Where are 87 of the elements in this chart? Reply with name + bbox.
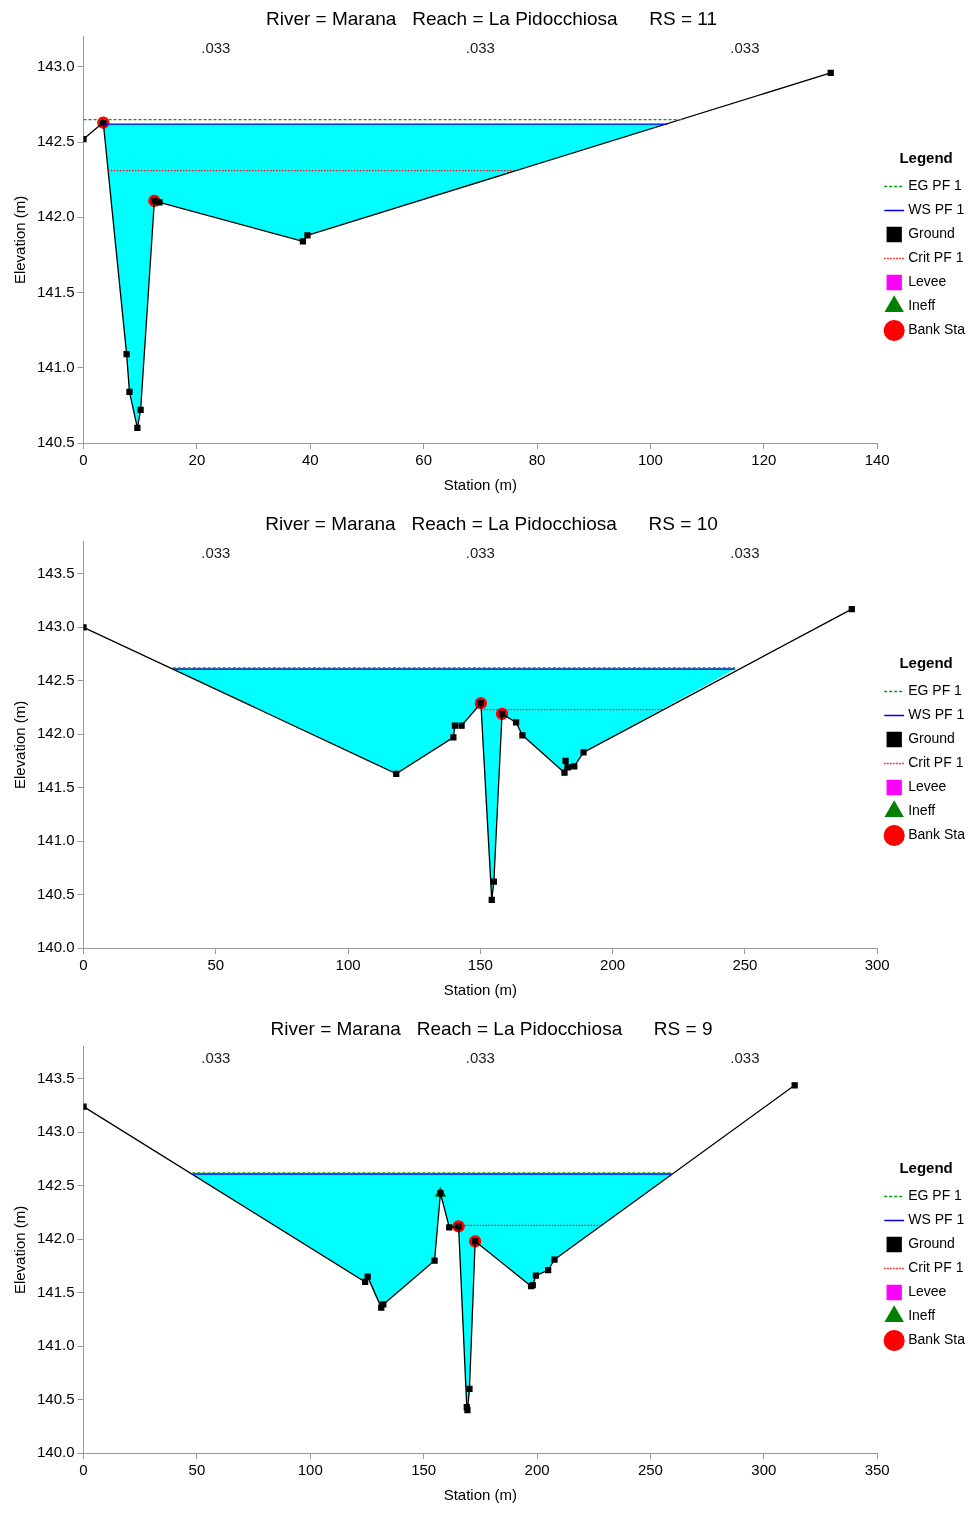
annotation: .033: [730, 543, 760, 561]
annotation: .033: [201, 1048, 231, 1066]
legend-label: Ground: [908, 225, 955, 242]
y-tick-label: 142.5: [36, 132, 75, 150]
x-tick-label: 250: [637, 1461, 663, 1479]
annotation: .033: [730, 38, 760, 56]
y-tick-label: 141.0: [36, 357, 75, 375]
legend-label: WS PF 1: [908, 201, 965, 218]
legend-label: Crit PF 1: [908, 754, 964, 771]
legend-label: Ground: [908, 1235, 955, 1252]
y-tick-label: 143.5: [36, 1069, 75, 1087]
y-tick-label: 143.0: [36, 57, 75, 75]
legend-label: EG PF 1: [908, 682, 963, 699]
y-tick-label: 140.5: [36, 433, 75, 451]
legend-label: Levee: [908, 273, 947, 290]
legend-title: Legend: [899, 149, 953, 167]
x-tick-label: 20: [188, 451, 206, 469]
legend-label: WS PF 1: [908, 1211, 965, 1228]
legend-label: Bank Sta: [908, 826, 966, 843]
x-tick-label: 150: [411, 1461, 437, 1479]
y-tick-label: 140.5: [36, 884, 75, 902]
x-tick-label: 40: [301, 451, 319, 469]
chart-title: River = Marana Reach = La Pidocchiosa RS = 11: [265, 7, 718, 29]
legend-label: WS PF 1: [908, 706, 965, 723]
y-axis-title: Elevation (m): [11, 700, 29, 790]
x-tick-label: 50: [188, 1461, 206, 1479]
x-tick-label: 100: [335, 956, 361, 974]
legend-label: Ineff: [908, 297, 936, 314]
legend-label: EG PF 1: [908, 1187, 963, 1204]
y-tick-label: 142.0: [36, 724, 75, 742]
chart-title: River = Marana Reach = La Pidocchiosa RS = 10: [265, 512, 718, 534]
y-axis-title: Elevation (m): [11, 1205, 29, 1295]
x-tick-label: 300: [751, 1461, 777, 1479]
x-tick-label: 80: [528, 451, 546, 469]
annotation: .033: [465, 38, 495, 56]
x-tick-label: 60: [415, 451, 433, 469]
y-tick-label: 140.0: [36, 938, 75, 956]
x-tick-label: 200: [600, 956, 626, 974]
legend-label: Levee: [908, 778, 947, 795]
x-tick-label: 0: [79, 956, 88, 974]
x-tick-label: 200: [524, 1461, 550, 1479]
y-tick-label: 142.5: [36, 670, 75, 688]
y-tick-label: 140.5: [36, 1389, 75, 1407]
y-tick-label: 142.5: [36, 1175, 75, 1193]
annotation: .033: [465, 543, 495, 561]
x-axis-title: Station (m): [443, 476, 518, 494]
annotation: .033: [465, 1048, 495, 1066]
annotation: .033: [201, 38, 231, 56]
legend-label: Crit PF 1: [908, 1259, 964, 1276]
y-tick-label: 142.0: [36, 207, 75, 225]
annotation: .033: [201, 543, 231, 561]
x-tick-label: 140: [864, 451, 890, 469]
legend-label: Crit PF 1: [908, 249, 964, 266]
y-tick-label: 141.5: [36, 1282, 75, 1300]
y-tick-label: 143.0: [36, 1122, 75, 1140]
legend-label: Ground: [908, 730, 955, 747]
x-axis-title: Station (m): [443, 981, 518, 999]
legend-label: Bank Sta: [908, 1331, 966, 1348]
x-tick-label: 100: [637, 451, 663, 469]
x-tick-label: 250: [732, 956, 758, 974]
legend-label: Ineff: [908, 1307, 936, 1324]
y-tick-label: 140.0: [36, 1443, 75, 1461]
x-tick-label: 100: [297, 1461, 323, 1479]
y-tick-label: 142.0: [36, 1229, 75, 1247]
legend-label: Levee: [908, 1283, 947, 1300]
legend-label: EG PF 1: [908, 177, 963, 194]
x-tick-label: 350: [864, 1461, 890, 1479]
legend-title: Legend: [899, 1159, 953, 1177]
x-axis-title: Station (m): [443, 1486, 518, 1504]
x-tick-label: 50: [207, 956, 225, 974]
x-tick-label: 300: [864, 956, 890, 974]
y-tick-label: 143.0: [36, 617, 75, 635]
x-tick-label: 0: [79, 1461, 88, 1479]
x-tick-label: 120: [751, 451, 777, 469]
legend-label: Bank Sta: [908, 321, 966, 338]
x-tick-label: 150: [467, 956, 493, 974]
y-tick-label: 141.5: [36, 282, 75, 300]
legend-label: Ineff: [908, 802, 936, 819]
y-tick-label: 141.0: [36, 1336, 75, 1354]
y-tick-label: 141.0: [36, 831, 75, 849]
legend-title: Legend: [899, 654, 953, 672]
x-tick-label: 0: [79, 451, 88, 469]
y-tick-label: 141.5: [36, 777, 75, 795]
y-axis-title: Elevation (m): [11, 195, 29, 285]
chart-title: River = Marana Reach = La Pidocchiosa RS = 9: [270, 1017, 713, 1039]
y-tick-label: 143.5: [36, 564, 75, 582]
annotation: .033: [730, 1048, 760, 1066]
